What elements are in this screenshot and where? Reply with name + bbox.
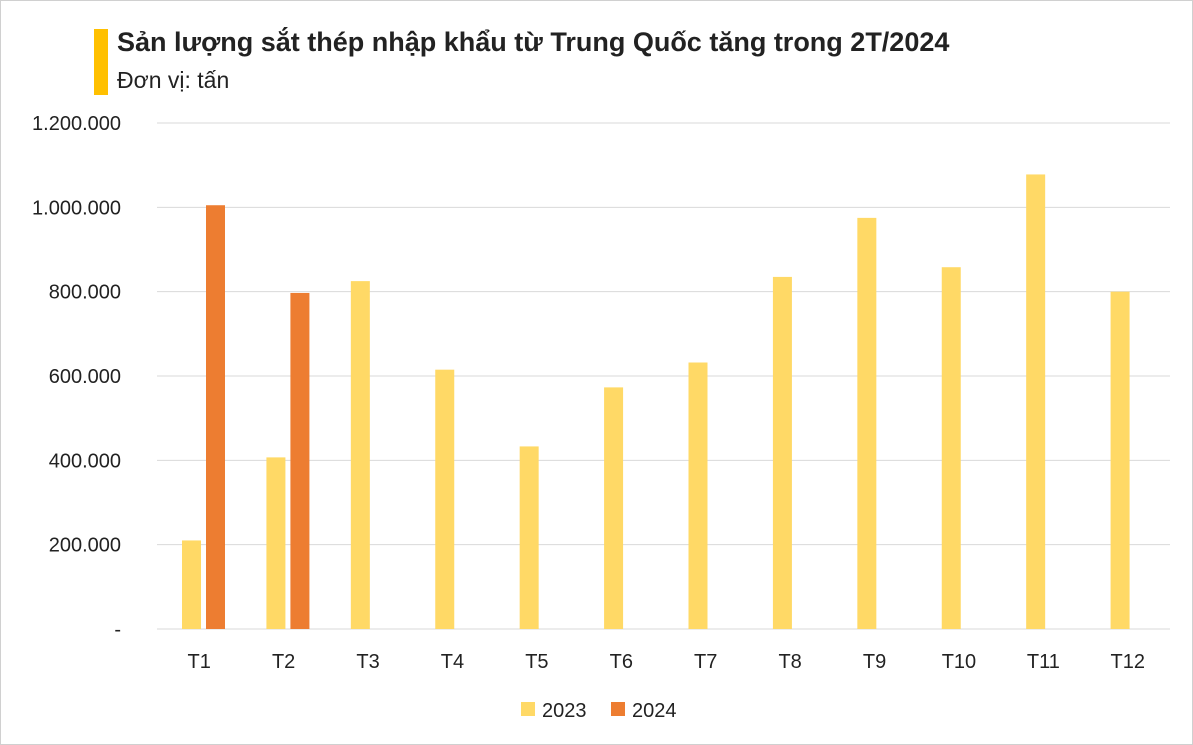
x-tick-label: T8 (778, 651, 801, 673)
x-tick-label: T12 (1111, 651, 1145, 673)
x-tick-label: T4 (441, 651, 464, 673)
x-tick-label: T5 (525, 651, 548, 673)
y-tick-label: 400.000 (49, 450, 121, 472)
y-tick-label: 1.000.000 (32, 197, 121, 219)
bar-2023-t3 (350, 281, 370, 629)
bar-2024-t1 (206, 205, 225, 629)
x-tick-label: T9 (863, 651, 886, 673)
bar-2023-t6 (604, 387, 624, 629)
x-tick-label: T7 (694, 651, 717, 673)
x-tick-label: T6 (610, 651, 633, 673)
legend-swatch-2023 (521, 702, 535, 716)
bar-2023-t10 (941, 267, 961, 629)
y-tick-label: 200.000 (49, 535, 121, 557)
x-tick-label: T2 (272, 651, 295, 673)
y-tick-label: - (114, 619, 121, 641)
bar-2023-t2 (266, 457, 286, 629)
title-accent-bar (94, 29, 108, 95)
chart-subtitle: Đơn vị: tấn (117, 67, 230, 93)
y-tick-label: 800.000 (49, 282, 121, 304)
bar-2023-t9 (857, 217, 877, 629)
chart-title: Sản lượng sắt thép nhập khẩu từ Trung Qu… (117, 27, 950, 57)
bar-2023-t12 (1110, 291, 1130, 629)
y-tick-label: 600.000 (49, 366, 121, 388)
bar-2023-t4 (435, 369, 455, 629)
bar-2023-t8 (772, 276, 792, 629)
x-tick-label: T10 (942, 651, 976, 673)
legend-label-2024: 2024 (632, 700, 677, 722)
bar-2023-t11 (1026, 174, 1046, 629)
bar-2024-t2 (290, 292, 310, 629)
y-tick-label: 1.200.000 (32, 113, 121, 135)
bar-2023-t1 (182, 540, 201, 629)
bar-2023-t5 (519, 446, 539, 629)
x-tick-label: T1 (188, 651, 211, 673)
x-tick-label: T11 (1027, 651, 1060, 673)
bar-2023-t7 (688, 362, 708, 629)
legend-swatch-2024 (611, 702, 625, 716)
legend-label-2023: 2023 (542, 700, 587, 722)
x-tick-label: T3 (356, 651, 379, 673)
